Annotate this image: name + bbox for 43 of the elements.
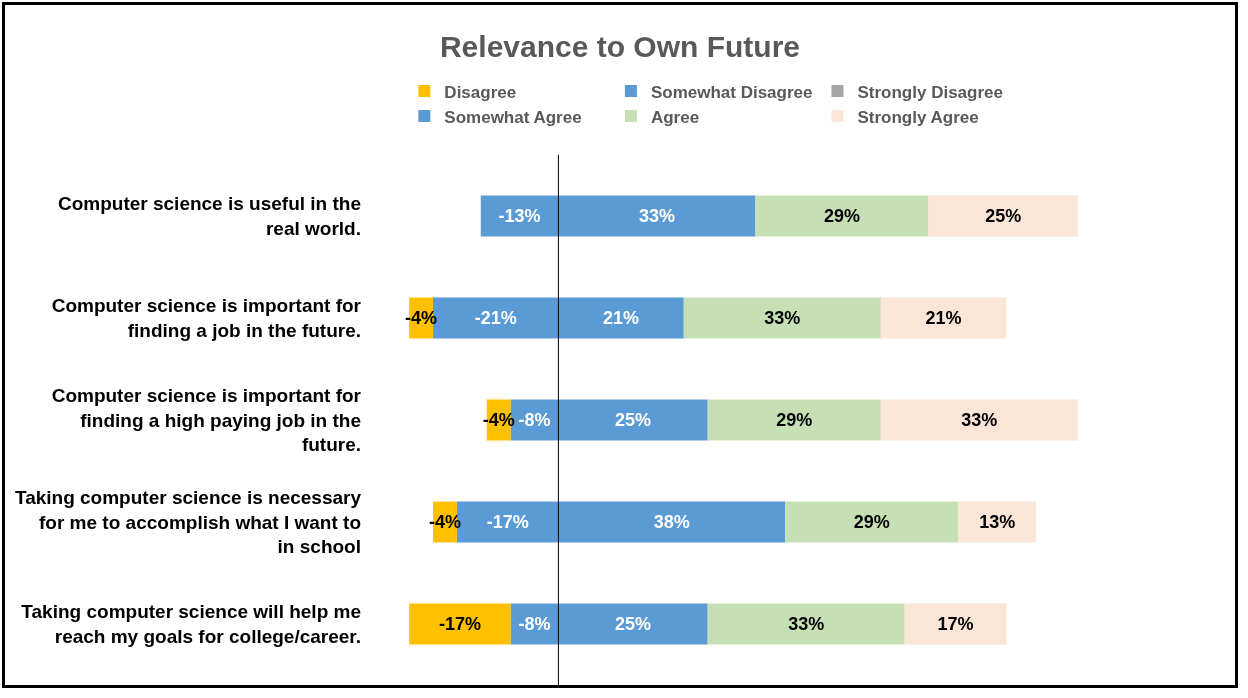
data-label: -8% — [518, 410, 551, 430]
data-label: 21% — [925, 308, 962, 328]
bar — [683, 297, 881, 339]
data-label: 21% — [603, 308, 640, 328]
bar — [880, 297, 1007, 339]
bar — [409, 603, 511, 645]
bar — [707, 399, 881, 441]
bar — [755, 195, 929, 237]
legend-label: Somewhat Agree — [444, 107, 582, 127]
data-label: 29% — [776, 410, 813, 430]
data-label: 38% — [653, 512, 690, 532]
data-label: 29% — [853, 512, 890, 532]
y-tick-label: Computer science is important for finding a high paying job in the future. — [51, 384, 362, 456]
legend-label: Agree — [650, 107, 700, 127]
data-label: -13% — [498, 206, 541, 226]
y-tick-label: Computer science is important for finding a job in the future. — [51, 295, 362, 341]
y-tick-label: Taking computer science will help me reach my goals for college/career. — [21, 601, 361, 647]
legend-label: Strongly Agree — [857, 107, 979, 127]
data-label: 33% — [788, 614, 825, 634]
data-label: 25% — [615, 410, 652, 430]
data-label: 25% — [615, 614, 652, 634]
legend-label: Strongly Disagree — [857, 82, 1003, 102]
legend-label: Somewhat Disagree — [650, 82, 813, 102]
data-label: -8% — [518, 614, 551, 634]
data-label: -17% — [486, 512, 529, 532]
data-label: 17% — [937, 614, 974, 634]
data-label: 33% — [961, 410, 998, 430]
bar — [707, 603, 905, 645]
data-label: 13% — [979, 512, 1016, 532]
data-label: 25% — [985, 206, 1022, 226]
bar — [785, 501, 959, 543]
y-tick-label: Taking computer science is necessary for me to accomplish what I want to in school — [14, 486, 362, 558]
bar — [880, 399, 1078, 441]
bar — [904, 603, 1007, 645]
data-label: -17% — [438, 614, 481, 634]
legend-label: Disagree — [444, 82, 517, 102]
data-label: 33% — [638, 206, 675, 226]
y-tick-label: Computer science is useful in the real world. — [57, 193, 361, 239]
data-label: 29% — [824, 206, 861, 226]
chart-title: Relevance to Own Future — [439, 29, 801, 63]
data-label: -21% — [474, 308, 517, 328]
data-label: 33% — [764, 308, 801, 328]
bar — [928, 195, 1078, 237]
